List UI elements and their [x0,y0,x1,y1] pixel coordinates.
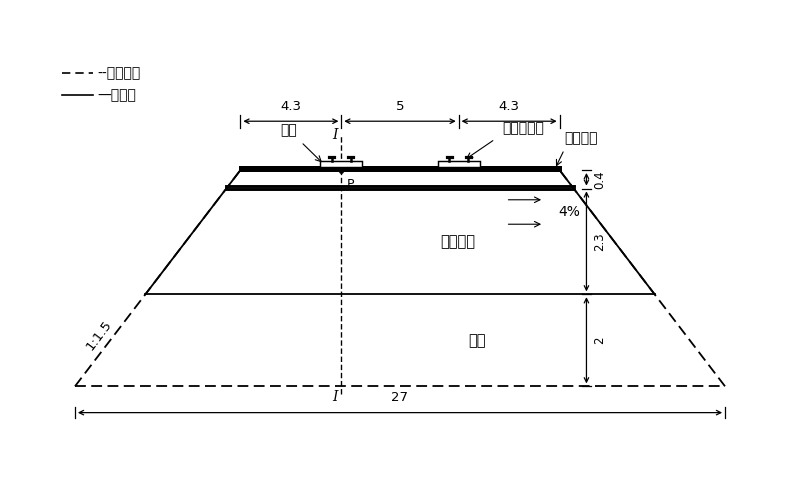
Text: 5: 5 [396,100,404,113]
Text: 2.3: 2.3 [593,232,606,250]
Text: 裂缝: 裂缝 [280,123,297,137]
Bar [320,160,362,167]
Text: I: I [332,390,338,404]
Text: 4.3: 4.3 [280,100,302,113]
Text: --自由渗流: --自由渗流 [98,66,141,80]
Text: 2: 2 [593,336,606,344]
Text: 基床表层: 基床表层 [564,130,598,144]
Text: 4.3: 4.3 [498,100,520,113]
Text: 1:1.5: 1:1.5 [83,318,114,353]
Text: I: I [332,128,338,142]
Text: 27: 27 [391,391,409,404]
Text: 0.4: 0.4 [593,170,606,188]
Text: 4%: 4% [558,205,580,219]
Text: 地基: 地基 [468,333,486,348]
Text: P: P [347,178,354,190]
Bar [438,160,480,167]
Text: —不透水: —不透水 [98,88,137,102]
Text: 混凝土底座: 混凝土底座 [502,122,544,136]
Text: 基床底层: 基床底层 [440,234,475,249]
